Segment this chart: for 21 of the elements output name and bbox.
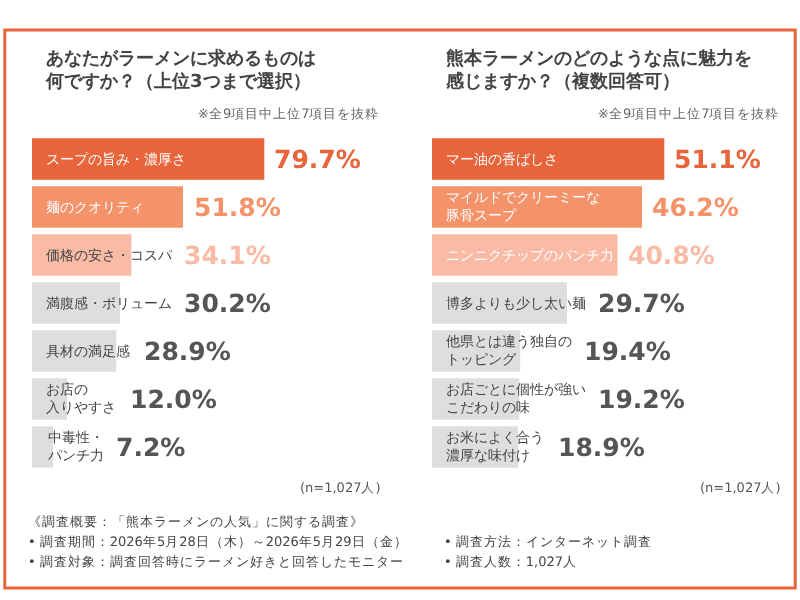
data-label: 19.2% <box>598 384 686 414</box>
bar <box>32 138 265 180</box>
bar <box>432 234 618 276</box>
data-label: 46.2% <box>652 192 740 222</box>
data-label: 30.2% <box>184 288 272 318</box>
bar <box>432 138 665 180</box>
data-label: 28.9% <box>144 336 232 366</box>
data-label: 51.1% <box>674 144 762 174</box>
data-label: 7.2% <box>116 432 187 462</box>
data-label: 12.0% <box>130 384 218 414</box>
data-label: 19.4% <box>584 336 672 366</box>
chart-title: あなたがラーメンに求めるものは何ですか？（上位3つまで選択） <box>44 48 316 94</box>
data-label: 18.9% <box>558 432 646 462</box>
data-label: 51.8% <box>194 192 282 222</box>
data-label: 34.1% <box>184 240 272 270</box>
chart-title: 熊本ラーメンのどのような点に魅力を感じますか？（複数回答可） <box>444 48 752 94</box>
bar <box>432 186 643 228</box>
bar <box>32 186 183 228</box>
data-label: 29.7% <box>598 288 686 318</box>
data-label: 40.8% <box>628 240 716 270</box>
data-label: 79.7% <box>274 144 362 174</box>
